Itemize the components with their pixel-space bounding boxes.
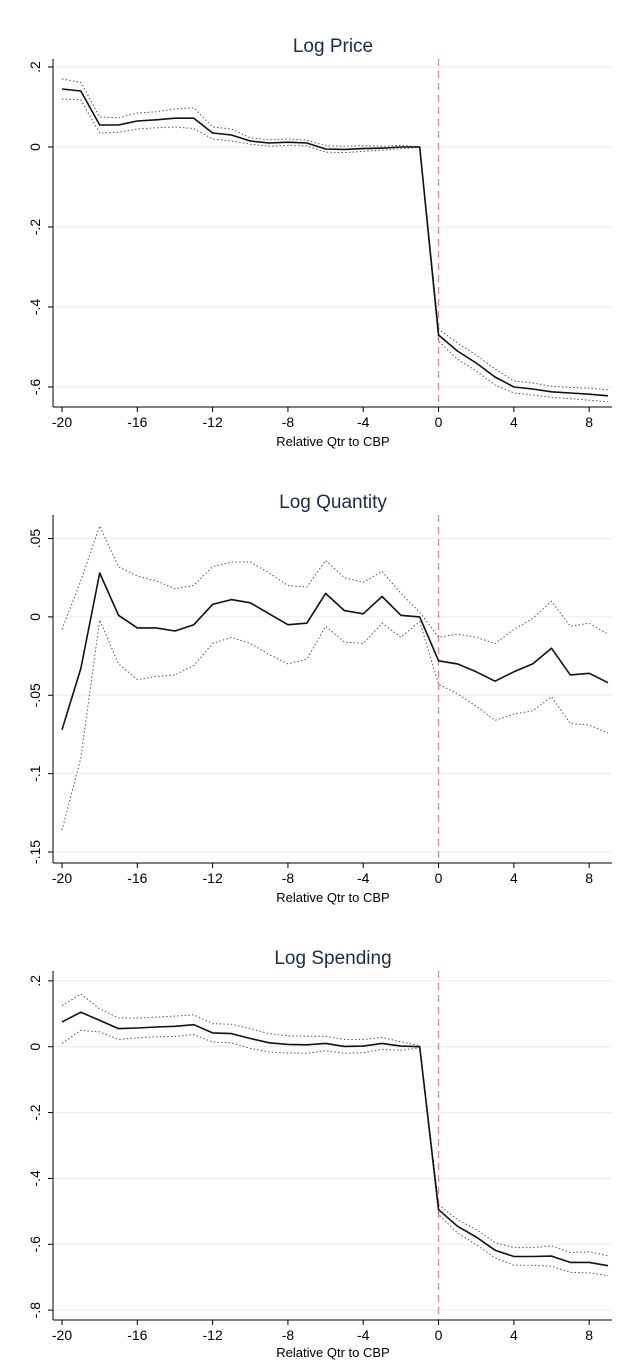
series-layer — [61, 524, 609, 831]
x-tick-label: 0 — [435, 1327, 443, 1343]
ci-lower-line — [61, 618, 609, 831]
y-tick-label: -.4 — [27, 1170, 43, 1187]
y-tick-label: .05 — [27, 529, 43, 549]
ci-lower-line — [61, 98, 609, 403]
x-tick-label: 4 — [510, 414, 518, 430]
estimate-line — [61, 1011, 609, 1267]
x-tick-label: -12 — [203, 1327, 223, 1343]
panel-log-price: Log Price .2 0 -.2 -.4 -.6 -20 -16 -12 -8 -4 0 4 8 R… — [27, 36, 612, 449]
y-tick-label: -.4 — [27, 299, 43, 316]
x-tick-label: -20 — [52, 1327, 72, 1343]
x-tick-label: -12 — [203, 870, 223, 886]
x-tick-label: -16 — [127, 1327, 147, 1343]
x-tick-label: -20 — [52, 414, 72, 430]
x-tick-label: -16 — [127, 414, 147, 430]
x-tick-label: -4 — [357, 870, 370, 886]
x-tick-label: 8 — [585, 870, 593, 886]
x-tick-label: -20 — [52, 870, 72, 886]
x-tick-label: 4 — [510, 870, 518, 886]
y-tick-label: -.05 — [27, 683, 43, 707]
x-axis-label: Relative Qtr to CBP — [276, 434, 389, 449]
gridlines — [53, 538, 612, 853]
x-tick-label: -8 — [282, 1327, 295, 1343]
y-tick-label: -.15 — [27, 840, 43, 864]
ci-lower-line — [61, 1029, 609, 1277]
x-tick-label: -12 — [203, 414, 223, 430]
x-tick-label: 0 — [435, 870, 443, 886]
x-tick-label: -16 — [127, 870, 147, 886]
x-axis-label: Relative Qtr to CBP — [276, 890, 389, 905]
y-tick-label: -.8 — [27, 1302, 43, 1319]
axis-ticks: .2 0 -.2 -.4 -.6 -20 -16 -12 -8 -4 0 4 8 — [27, 61, 593, 430]
x-tick-label: -8 — [282, 870, 295, 886]
ci-upper-line — [61, 524, 609, 645]
y-tick-label: 0 — [27, 143, 43, 151]
x-tick-label: 0 — [435, 414, 443, 430]
x-tick-label: 8 — [585, 1327, 593, 1343]
y-tick-label: .2 — [27, 975, 43, 987]
series-layer — [61, 78, 609, 403]
y-tick-label: -.6 — [27, 379, 43, 396]
estimate-line — [61, 572, 609, 731]
series-layer — [61, 993, 609, 1277]
x-tick-label: 4 — [510, 1327, 518, 1343]
x-axis-label: Relative Qtr to CBP — [276, 1345, 389, 1360]
ci-upper-line — [61, 78, 609, 391]
y-tick-label: -.2 — [27, 219, 43, 236]
x-tick-label: 8 — [585, 414, 593, 430]
x-tick-label: -8 — [282, 414, 295, 430]
y-tick-label: .2 — [27, 61, 43, 73]
chart-title: Log Spending — [274, 948, 391, 969]
axis-ticks: .2 0 -.2 -.4 -.6 -.8 -20 -16 -12 -8 -4 0 4 8 — [27, 975, 593, 1343]
y-tick-label: -.2 — [27, 1104, 43, 1121]
panel-log-spending: Log Spending .2 0 -.2 -.4 -.6 -.8 -20 -16 -12 -8 -… — [27, 948, 612, 1360]
x-tick-label: -4 — [357, 414, 370, 430]
axis-ticks: .05 0 -.05 -.1 -.15 -20 -16 -12 -8 -4 0 4 8 — [27, 529, 593, 886]
gridlines — [53, 980, 612, 1311]
estimate-line — [61, 88, 609, 397]
y-tick-label: -.6 — [27, 1236, 43, 1253]
chart-title: Log Quantity — [279, 492, 387, 513]
panel-log-quantity: Log Quantity .05 0 -.05 -.1 -.15 -20 -16 -12 -8 -… — [27, 492, 612, 905]
y-tick-label: 0 — [27, 1043, 43, 1051]
y-tick-label: -.1 — [27, 765, 43, 782]
y-tick-label: 0 — [27, 613, 43, 621]
chart-title: Log Price — [293, 36, 373, 57]
ci-upper-line — [61, 993, 609, 1257]
x-tick-label: -4 — [357, 1327, 370, 1343]
gridlines — [53, 66, 612, 388]
